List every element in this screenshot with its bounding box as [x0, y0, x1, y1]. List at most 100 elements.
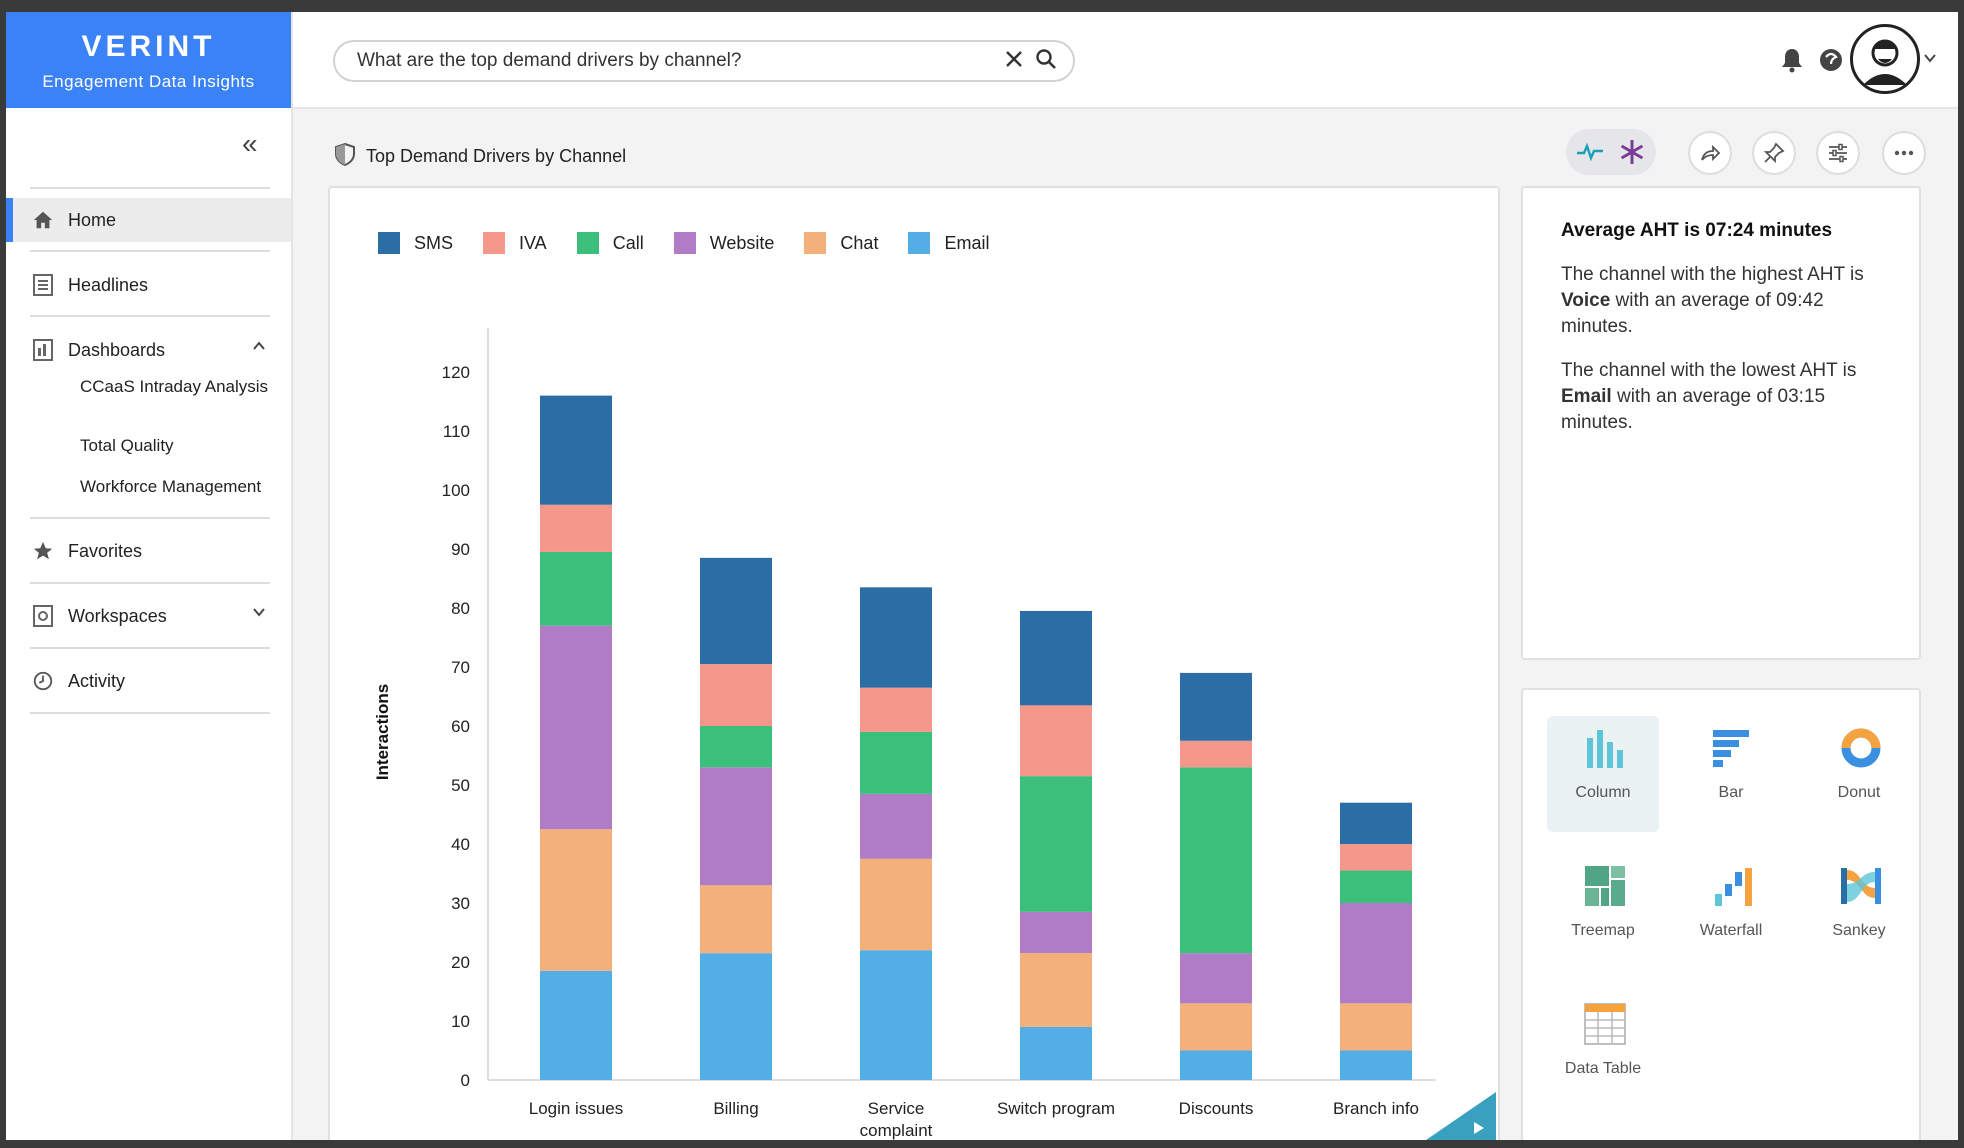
pulse-icon[interactable] — [1572, 134, 1608, 170]
search-bar — [333, 40, 1075, 82]
divider — [30, 250, 270, 252]
x-tick-label: Branch info — [1333, 1099, 1419, 1118]
bell-icon[interactable] — [1780, 47, 1804, 78]
more-icon[interactable] — [1882, 131, 1926, 175]
search-icon[interactable] — [1035, 48, 1057, 75]
insight-text: with an average of 03:15 minutes. — [1561, 386, 1826, 433]
share-icon[interactable] — [1688, 131, 1732, 175]
y-tick-label: 80 — [451, 599, 470, 618]
chart-type-label: Donut — [1837, 784, 1881, 801]
bar-segment-iva — [1340, 844, 1412, 871]
shield-icon — [334, 142, 356, 171]
collapse-sidebar-icon[interactable]: « — [242, 128, 258, 159]
chart-header: Top Demand Drivers by Channel — [334, 136, 626, 176]
bar-segment-email — [1020, 1026, 1092, 1080]
legend-item-chat[interactable]: Chat — [804, 232, 878, 254]
bar-segment-email — [1180, 1050, 1252, 1080]
legend-item-iva[interactable]: IVA — [483, 232, 547, 254]
data-table-icon — [1583, 1002, 1627, 1046]
x-tick-label: Service — [868, 1099, 925, 1118]
y-tick-label: 0 — [461, 1071, 470, 1090]
sidebar-item-dashboards[interactable]: Dashboards — [6, 328, 291, 372]
help-icon[interactable] — [1818, 47, 1844, 78]
search-input[interactable] — [355, 48, 979, 74]
sidebar-subitem-ccaas[interactable]: CCaaS Intraday Analysis — [80, 377, 269, 396]
bar-segment-sms — [1020, 610, 1092, 706]
chart-type-waterfall[interactable]: Waterfall — [1675, 854, 1787, 970]
star-icon — [30, 538, 56, 564]
newspaper-icon — [30, 272, 56, 298]
waterfall-icon — [1711, 864, 1755, 908]
insight-card: Average AHT is 07:24 minutes The channel… — [1521, 186, 1921, 660]
chart-type-treemap[interactable]: Treemap — [1547, 854, 1659, 970]
chevron-down-icon[interactable] — [251, 604, 267, 625]
legend-label: Call — [612, 232, 644, 253]
bar-segment-email — [700, 953, 772, 1080]
y-axis-title: Interactions — [373, 684, 392, 780]
x-tick-label: Billing — [713, 1099, 758, 1118]
legend-item-website[interactable]: Website — [673, 232, 774, 254]
brand-subtitle: Engagement Data Insights — [42, 72, 255, 91]
x-tick-label: Login issues — [529, 1099, 624, 1118]
clear-icon[interactable] — [1003, 48, 1025, 75]
bar-segment-call — [1180, 767, 1252, 954]
y-tick-label: 60 — [451, 717, 470, 736]
legend-swatch — [804, 232, 827, 254]
chart-type-data-table[interactable]: Data Table — [1547, 992, 1659, 1108]
y-tick-label: 40 — [451, 835, 470, 854]
legend-item-call[interactable]: Call — [576, 232, 644, 254]
chart-type-sankey[interactable]: Sankey — [1803, 854, 1915, 970]
divider — [30, 187, 270, 189]
chart-legend: SMS IVA Call Website Chat Email — [378, 232, 1019, 254]
sankey-icon — [1839, 864, 1883, 908]
chart-type-picker: Column Bar Donut Treemap Waterfall — [1521, 688, 1921, 1140]
bar-segment-sms — [1340, 802, 1412, 844]
bar-segment-chat — [860, 858, 932, 951]
sidebar-item-headlines[interactable]: Headlines — [6, 263, 291, 307]
page-title: Top Demand Drivers by Channel — [366, 145, 627, 166]
bar-chart-icon — [1711, 726, 1755, 770]
view-toggle — [1566, 129, 1656, 175]
legend-label: Email — [944, 232, 990, 253]
chart-type-donut[interactable]: Donut — [1803, 716, 1915, 832]
sidebar-item-activity[interactable]: Activity — [6, 659, 291, 703]
insight-text: with an average of 09:42 minutes. — [1561, 290, 1824, 337]
sidebar-subitem-workforce[interactable]: Workforce Management — [80, 477, 262, 496]
bar-segment-iva — [700, 664, 772, 726]
asterisk-icon[interactable] — [1614, 134, 1650, 170]
sidebar-item-home[interactable]: Home — [6, 198, 291, 242]
chevron-down-icon[interactable] — [1922, 50, 1938, 71]
filter-settings-icon[interactable] — [1816, 131, 1860, 175]
bar-segment-website — [1180, 953, 1252, 1004]
bar-segment-call — [540, 551, 612, 626]
legend-item-email[interactable]: Email — [908, 232, 989, 254]
bar-segment-chat — [1020, 953, 1092, 1027]
legend-swatch — [673, 232, 696, 254]
sidebar-item-label: Favorites — [68, 540, 143, 561]
bar-segment-sms — [700, 557, 772, 665]
stacked-column-chart: 0 10 20 30 40 50 60 70 80 90 100 110 120 Interactions… — [373, 328, 1436, 1140]
insight-text: The channel with the highest AHT is — [1561, 264, 1864, 285]
workspace-icon — [30, 603, 56, 629]
chevron-up-icon[interactable] — [251, 338, 267, 359]
avatar[interactable] — [1850, 24, 1920, 94]
donut-chart-icon — [1839, 726, 1883, 770]
brand-header[interactable]: VERINT Engagement Data Insights — [6, 12, 291, 108]
x-tick-label: Discounts — [1179, 1099, 1254, 1118]
legend-item-sms[interactable]: SMS — [378, 232, 453, 254]
bar-segment-chat — [1340, 1003, 1412, 1051]
sidebar-subitem-total-quality[interactable]: Total Quality — [80, 436, 174, 455]
sidebar-item-workspaces[interactable]: Workspaces — [6, 594, 291, 638]
chart-type-label: Waterfall — [1699, 922, 1763, 939]
bar-segment-email — [1340, 1050, 1412, 1080]
chart-type-column[interactable]: Column — [1547, 716, 1659, 832]
sidebar-item-label: Dashboards — [68, 339, 166, 360]
chart-type-bar[interactable]: Bar — [1675, 716, 1787, 832]
chart-type-label: Sankey — [1832, 922, 1886, 939]
sidebar-item-favorites[interactable]: Favorites — [6, 529, 291, 573]
expand-corner-icon[interactable] — [1426, 1092, 1496, 1140]
pin-icon[interactable] — [1752, 131, 1796, 175]
sidebar: VERINT Engagement Data Insights « Home H… — [6, 12, 293, 1140]
insight-channel: Voice — [1561, 290, 1611, 311]
y-tick-label: 50 — [451, 776, 470, 795]
